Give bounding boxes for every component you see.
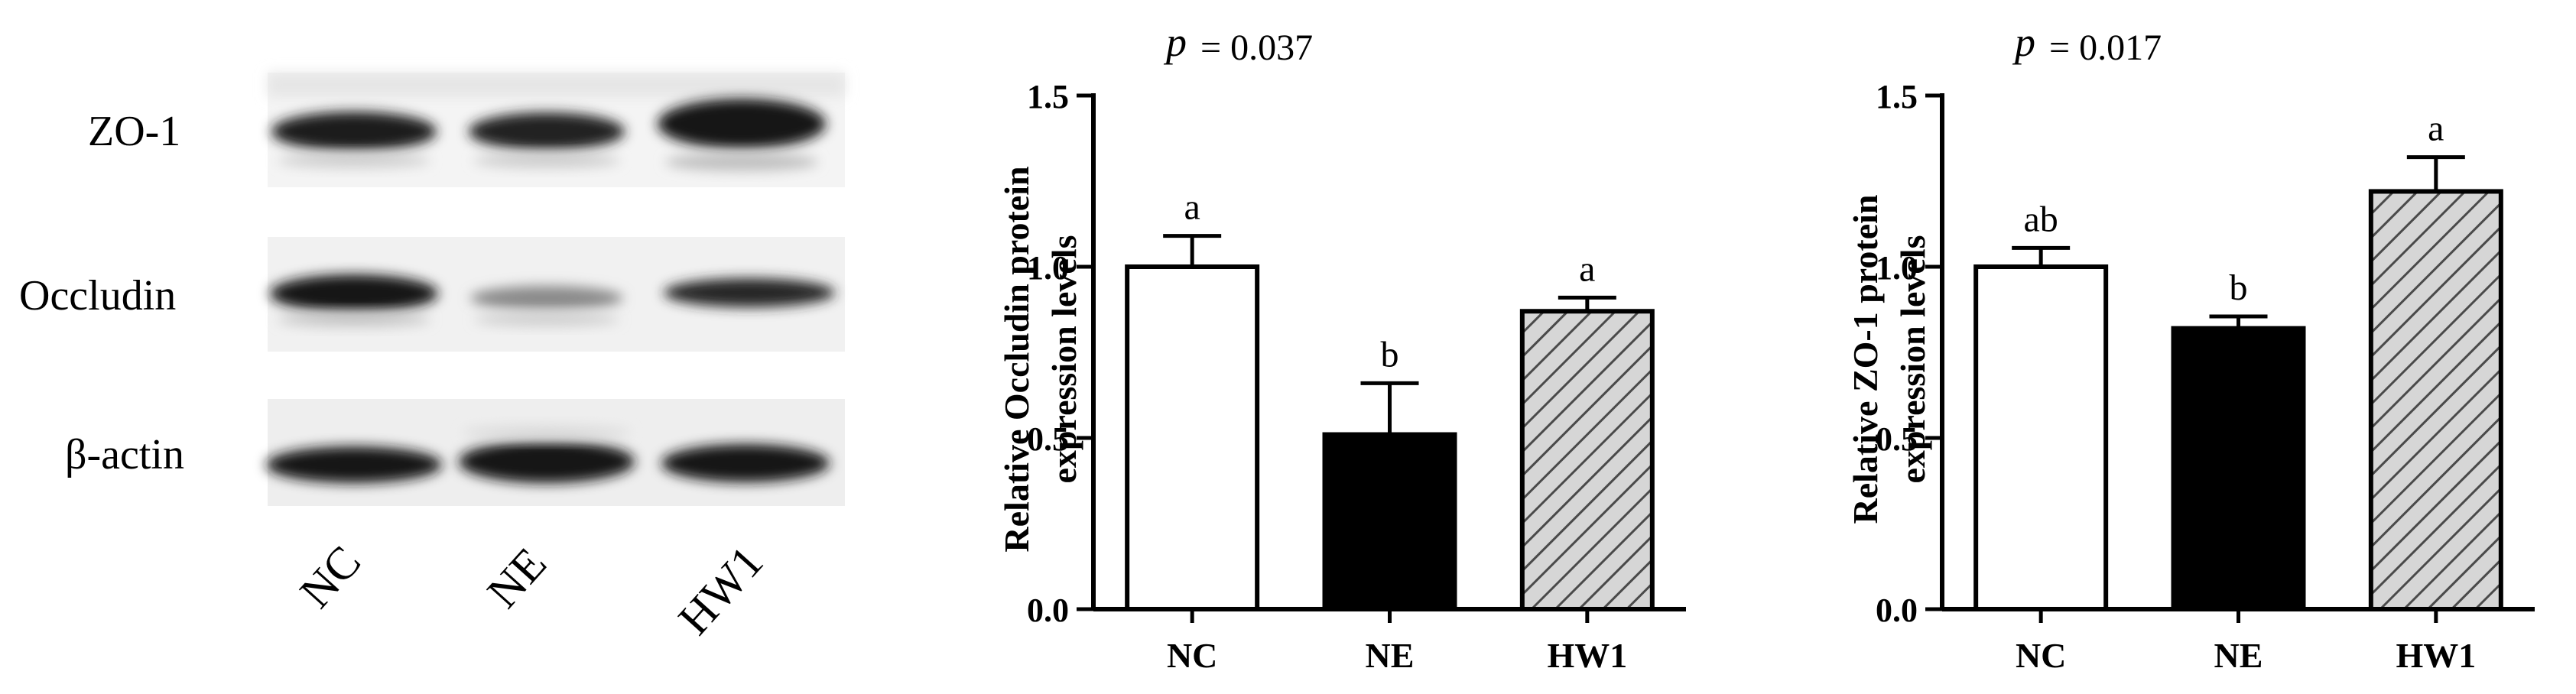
x-tick-label-hw1: HW1 <box>1547 636 1627 675</box>
bar-nc <box>1973 264 2109 611</box>
blot-image <box>266 73 845 506</box>
significance-letter-hw1: a <box>1579 248 1595 289</box>
y-tick-label: 1.0 <box>1876 249 1918 287</box>
bar-hw1 <box>1519 309 1655 611</box>
bar-hw1 <box>2368 189 2503 611</box>
y-axis-label-line-1: Relative Occludin protein <box>997 166 1036 552</box>
y-tick-label: 1.0 <box>1027 249 1069 287</box>
x-tick-label-hw1: HW1 <box>2396 636 2476 675</box>
y-axis-label-line-2: expression levels <box>1044 235 1083 484</box>
y-tick-label: 0.0 <box>1027 592 1069 629</box>
blot-strip-zo1 <box>268 73 845 187</box>
p-value: = 0.037 <box>1200 28 1313 68</box>
blot-row-label-zo1: ZO-1 <box>88 108 181 155</box>
bar-nc <box>1125 264 1260 611</box>
western-blot-panel: ZO-1 Occludin β-actin <box>0 0 887 694</box>
x-tick-label-ne: NE <box>2214 636 2263 675</box>
blot-row-label-beta-actin: β-actin <box>65 431 184 478</box>
p-symbol: p <box>1163 19 1187 65</box>
blot-lane-label-nc: NC <box>290 536 371 618</box>
blot-row-label-occludin: Occludin <box>19 272 177 319</box>
x-tick-label-ne: NE <box>1366 636 1415 675</box>
blot-strip-beta-actin <box>266 399 845 506</box>
significance-letter-ne: b <box>1381 334 1399 375</box>
y-tick-label: 1.5 <box>1876 78 1918 115</box>
blot-strip-occludin <box>268 237 845 352</box>
significance-letter-nc: ab <box>2024 199 2058 239</box>
p-value: = 0.017 <box>2049 28 2162 68</box>
bar-ne <box>1322 432 1457 612</box>
y-axis-label-line-2: expression levels <box>1893 235 1932 484</box>
blot-lane-label-hw1: HW1 <box>668 536 773 644</box>
y-axis-label-line-1: Relative ZO-1 protein <box>1846 195 1885 524</box>
significance-letter-nc: a <box>1184 187 1200 228</box>
zo1-bar-chart: p = 0.017 Relative ZO-1 protein expression … <box>1846 19 2535 675</box>
x-tick-label-nc: NC <box>2016 636 2066 675</box>
y-tick-label: 1.5 <box>1027 78 1069 115</box>
y-tick-label: 0.0 <box>1876 592 1918 629</box>
significance-letter-ne: b <box>2230 268 2248 308</box>
significance-letter-hw1: a <box>2428 109 2444 149</box>
occludin-bar-chart: p = 0.037 Relative Occludin protein express… <box>997 19 1686 675</box>
bar-ne <box>2171 326 2306 611</box>
y-tick-label: 0.5 <box>1876 420 1918 458</box>
p-symbol: p <box>2012 19 2035 65</box>
blot-lane-label-ne: NE <box>477 538 557 618</box>
y-tick-label: 0.5 <box>1027 420 1069 458</box>
x-tick-label-nc: NC <box>1167 636 1217 675</box>
